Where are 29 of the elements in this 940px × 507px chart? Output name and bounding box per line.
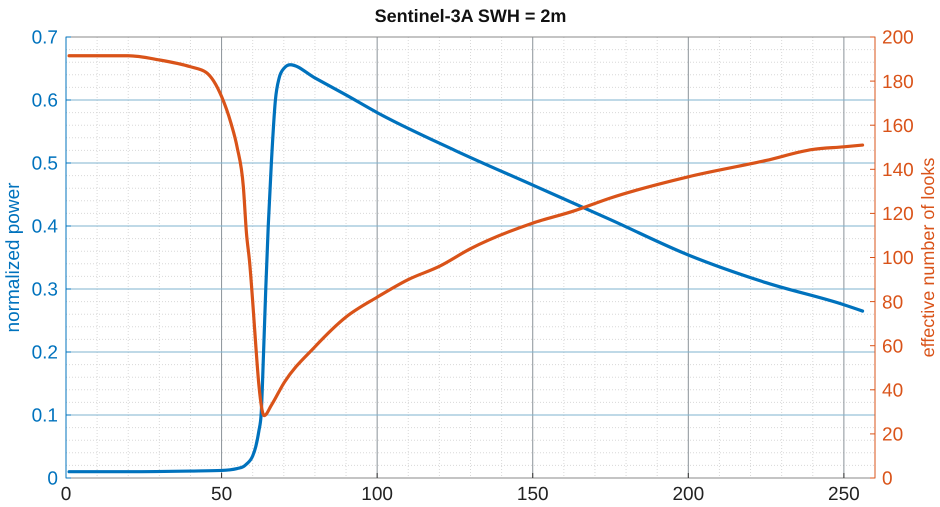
y2-tick-label: 0 — [882, 468, 893, 490]
y2-tick-label: 20 — [882, 424, 904, 446]
x-tick-label: 100 — [361, 484, 394, 505]
x-tick-label: 200 — [672, 484, 704, 505]
y-tick-label: 0.6 — [32, 90, 58, 112]
y-tick-label: 0 — [47, 468, 58, 490]
y-tick-label: 0.3 — [32, 280, 58, 301]
y2-tick-label: 180 — [882, 72, 914, 93]
x-tick-label: 0 — [60, 484, 72, 505]
y2-tick-label: 40 — [882, 380, 904, 402]
x-tick-label: 250 — [828, 484, 860, 505]
y2-tick-label: 120 — [882, 204, 914, 226]
y-tick-label: 0.7 — [32, 28, 58, 49]
y2-tick-label: 140 — [882, 160, 914, 181]
y2-axis-title: effective number of looks — [918, 158, 938, 358]
x-tick-label: 50 — [211, 484, 232, 505]
y2-tick-label: 80 — [882, 292, 904, 314]
line-series — [68, 54, 864, 418]
y-axis-title: normalized power — [3, 182, 24, 332]
y2-tick-label: 100 — [882, 248, 914, 270]
y-tick-label: 0.4 — [32, 216, 58, 238]
y2-tick-label: 160 — [882, 116, 914, 137]
y-tick-label: 0.2 — [32, 342, 58, 364]
x-tick-label: 150 — [516, 484, 549, 505]
y2-tick-label: 200 — [882, 28, 914, 49]
y-tick-label: 0.5 — [32, 154, 58, 175]
y-tick-label: 0.1 — [32, 406, 58, 427]
y2-tick-label: 60 — [882, 336, 904, 358]
chart-title: Sentinel-3A SWH = 2m — [374, 6, 566, 26]
